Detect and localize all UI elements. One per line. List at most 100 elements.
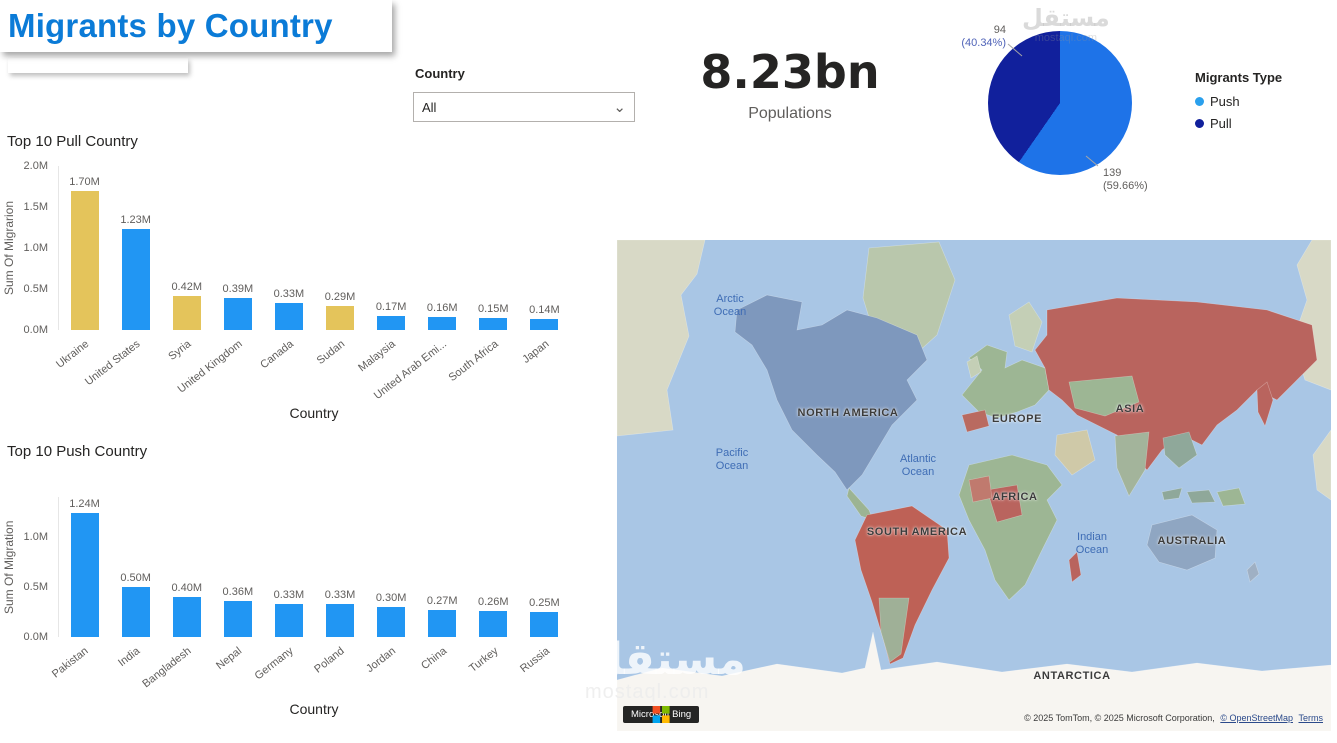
category-label: Poland: [312, 645, 347, 676]
bar-united-kingdom[interactable]: [223, 298, 252, 330]
category-label: Jordan: [364, 645, 399, 676]
map-label-africa: AFRICA: [992, 491, 1038, 503]
bar-bangladesh[interactable]: [172, 597, 201, 637]
new-zealand: [1246, 561, 1260, 583]
bing-logo-text: Microsoft Bing: [631, 709, 692, 720]
bar-slot: 0.25M: [519, 497, 570, 637]
south-america: [854, 505, 950, 665]
category-label: United States: [82, 338, 143, 389]
bar-nepal[interactable]: [223, 601, 252, 637]
bar-slot: 1.23M: [110, 166, 161, 330]
pull-country-bar-chart: Top 10 Pull Country Sum Of Migrarion 2.0…: [0, 133, 600, 439]
australia: [1146, 514, 1218, 571]
bar-value-label: 1.23M: [120, 214, 151, 227]
category-label: Russia: [517, 645, 552, 676]
bar-germany[interactable]: [274, 604, 303, 637]
land-wrap-left: [617, 240, 706, 437]
map-label-pacific-ocean: Pacific Ocean: [715, 447, 749, 472]
pie-label-pull-value: 94: [993, 24, 1006, 36]
bar-slot: 0.50M: [110, 497, 161, 637]
country-filter-label: Country: [415, 66, 465, 81]
category-label: Canada: [258, 338, 296, 372]
bar-sudan[interactable]: [326, 306, 355, 330]
openstreetmap-link[interactable]: © OpenStreetMap: [1220, 713, 1293, 723]
bar-value-label: 1.70M: [69, 175, 100, 188]
bar-united-arab-emi-[interactable]: [428, 316, 457, 330]
bar-slot: 0.15M: [468, 166, 519, 330]
pie-label-push-value: 139: [1103, 167, 1122, 179]
bar-canada[interactable]: [274, 302, 303, 330]
category-label: Nepal: [214, 645, 245, 673]
bar-value-label: 0.33M: [273, 589, 305, 601]
india: [1114, 431, 1150, 497]
bar-india[interactable]: [121, 587, 150, 637]
scandinavia: [1008, 301, 1043, 353]
y-axis-tick: 1.5M: [23, 201, 48, 213]
africa-west: [968, 475, 993, 503]
africa-central: [986, 484, 1023, 523]
bar-slot: 0.27M: [417, 497, 468, 637]
terms-link[interactable]: Terms: [1298, 713, 1324, 723]
category-label: Malaysia: [356, 338, 399, 375]
push-chart-title: Top 10 Push Country: [7, 443, 148, 460]
bar-japan[interactable]: [530, 318, 559, 330]
iberia: [961, 409, 990, 433]
pie-label-pull: 94 (40.34%): [938, 24, 1006, 50]
category-label: Sudan: [314, 338, 347, 368]
push-color-dot-icon: [1195, 97, 1204, 106]
page-title-card: Migrants by Country: [0, 0, 392, 52]
bar-malaysia[interactable]: [377, 316, 406, 330]
bar-turkey[interactable]: [479, 611, 508, 637]
bar-value-label: 0.17M: [375, 301, 407, 314]
pull-chart-x-axis: Ukraine United States Syria United Kingdom C…: [54, 334, 570, 406]
indonesia-west: [1161, 487, 1183, 501]
bar-value-label: 0.36M: [222, 586, 254, 598]
bar-united-states[interactable]: [121, 229, 150, 330]
bar-south-africa[interactable]: [479, 317, 508, 330]
world-map[interactable]: NORTH AMERICA EUROPE ASIA AFRICA SOUTH AMERI…: [617, 240, 1331, 731]
bar-slot: 0.40M: [161, 497, 212, 637]
population-kpi-card: 8.23bn Populations: [695, 45, 885, 123]
bar-ukraine[interactable]: [70, 190, 99, 330]
pie-chart[interactable]: [988, 31, 1132, 175]
legend-item-pull[interactable]: Pull: [1195, 116, 1335, 131]
bar-slot: 0.33M: [263, 497, 314, 637]
legend-label-push: Push: [1210, 94, 1240, 109]
y-axis-tick: 1.0M: [23, 242, 48, 254]
world-map-canvas: [617, 240, 1331, 731]
bar-russia[interactable]: [530, 612, 559, 637]
pie-label-pull-pct: (40.34%): [961, 37, 1006, 49]
category-label: Syria: [166, 338, 194, 363]
map-labels: NORTH AMERICA EUROPE ASIA AFRICA SOUTH AMERI…: [617, 240, 1331, 731]
arabia: [1054, 429, 1096, 476]
bar-pakistan[interactable]: [70, 513, 99, 637]
map-copyright-text: © 2025 TomTom, © 2025 Microsoft Corporat…: [1024, 713, 1215, 723]
bar-value-label: 0.25M: [529, 597, 560, 609]
madagascar: [1068, 551, 1082, 583]
map-label-asia: ASIA: [1115, 403, 1145, 415]
chevron-down-icon[interactable]: ⌄: [613, 98, 626, 116]
bar-value-label: 0.50M: [120, 572, 151, 584]
bar-poland[interactable]: [326, 604, 355, 637]
map-label-europe: EUROPE: [991, 413, 1043, 425]
map-label-antarctica: ANTARCTICA: [1033, 670, 1111, 682]
legend-item-push[interactable]: Push: [1195, 94, 1335, 109]
category-label: South Africa: [446, 338, 501, 384]
bar-value-label: 0.33M: [324, 589, 356, 601]
bar-value-label: 0.15M: [478, 302, 509, 315]
bar-slot: 0.29M: [314, 166, 365, 330]
pull-chart-x-axis-title: Country: [289, 405, 339, 421]
bar-value-label: 0.16M: [426, 301, 458, 314]
legend-label-pull: Pull: [1210, 116, 1232, 131]
map-label-arctic-ocean: Arctic Ocean: [713, 293, 747, 318]
category-label: Germany: [252, 645, 296, 683]
bar-jordan[interactable]: [377, 607, 406, 637]
bing-logo: Microsoft Bing: [623, 706, 700, 723]
map-label-atlantic-ocean: Atlantic Ocean: [899, 453, 937, 478]
country-dropdown[interactable]: All ⌄: [413, 92, 635, 122]
bar-china[interactable]: [428, 610, 457, 637]
bar-slot: 0.36M: [212, 497, 263, 637]
pie-label-push: 139 (59.66%): [1103, 167, 1148, 193]
bar-syria[interactable]: [172, 295, 201, 330]
